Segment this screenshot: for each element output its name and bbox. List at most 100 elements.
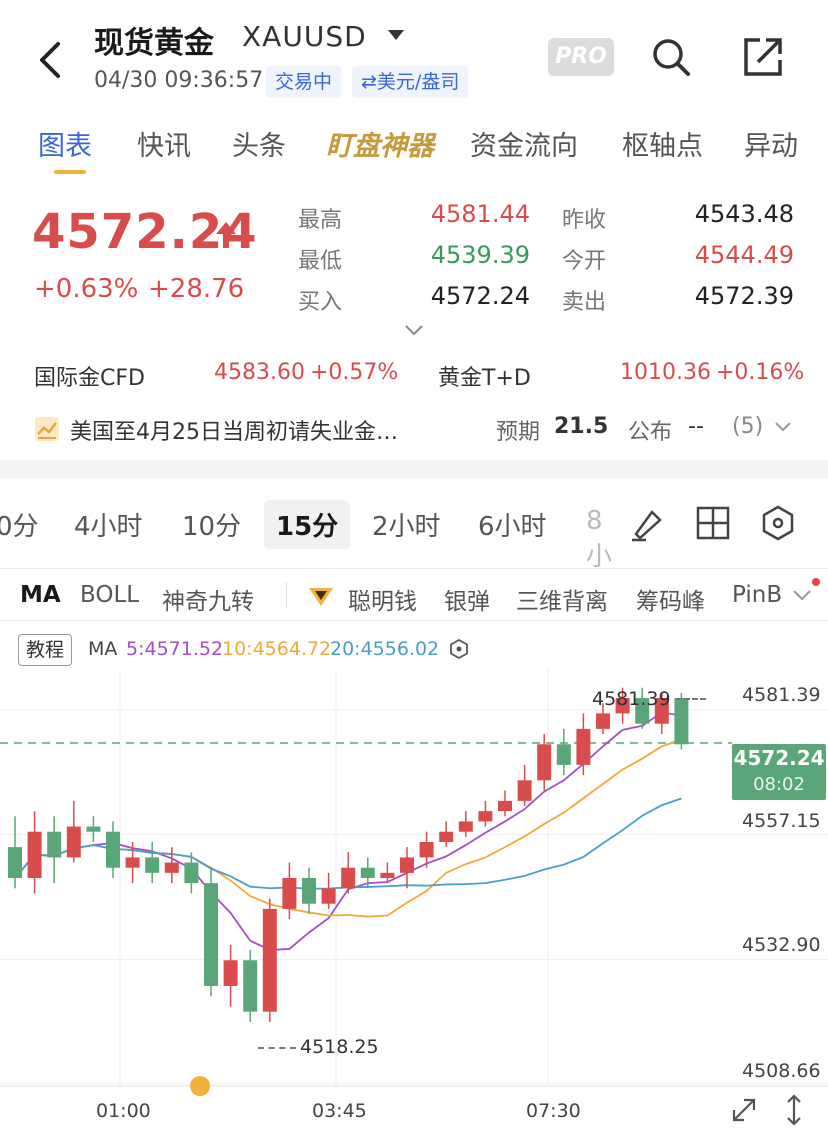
- candle-body: [125, 857, 140, 868]
- candle-body: [106, 831, 120, 868]
- fullscreen-icon[interactable]: [728, 1094, 760, 1126]
- publish-value: --: [688, 414, 704, 439]
- candle-body: [380, 872, 395, 878]
- candle-body: [302, 877, 316, 904]
- bid-label: 买入: [298, 290, 343, 315]
- period-0m[interactable]: 0分: [0, 512, 39, 542]
- indicator-nine-turn[interactable]: 神奇九转: [162, 589, 254, 615]
- indicator-3d-divergence[interactable]: 三维背离: [516, 589, 608, 615]
- page-title: 现货黄金: [94, 26, 214, 61]
- x-tick-label: 07:30: [526, 1100, 581, 1122]
- y-tick-label: 4581.39: [742, 684, 821, 706]
- news-headline[interactable]: 美国至4月25日当周初请失业金…: [70, 420, 398, 445]
- share-icon[interactable]: [742, 36, 784, 78]
- search-icon[interactable]: [650, 36, 692, 78]
- settings-hexagon-icon[interactable]: [760, 504, 796, 542]
- ask-value: 4572.39: [694, 282, 794, 310]
- tab-indicator: [54, 170, 86, 174]
- candle-body: [27, 831, 42, 878]
- indicator-boll[interactable]: BOLL: [80, 582, 140, 608]
- cfd-price: 4583.60: [214, 360, 305, 385]
- x-tick-label: 03:45: [312, 1100, 367, 1122]
- candle-body: [145, 857, 160, 873]
- tab-fund-flow[interactable]: 资金流向: [470, 131, 578, 162]
- candle-body: [321, 888, 336, 904]
- candle-body: [674, 698, 689, 745]
- candle-body: [184, 862, 199, 884]
- ma-label: MA: [88, 638, 118, 660]
- low-value: 4539.39: [430, 241, 530, 269]
- instrument-code[interactable]: XAUUSD: [242, 20, 367, 53]
- layout-grid-icon[interactable]: [696, 506, 730, 540]
- tab-headlines[interactable]: 头条: [232, 131, 286, 162]
- currency-badge[interactable]: ⇄美元/盎司: [352, 66, 469, 98]
- cfd-label[interactable]: 国际金CFD: [34, 366, 145, 391]
- publish-label: 公布: [628, 420, 673, 445]
- candle-body: [596, 713, 610, 729]
- tutorial-button[interactable]: 教程: [18, 634, 73, 666]
- ma10-value: 10:4564.72: [222, 638, 332, 660]
- tab-chart[interactable]: 图表: [38, 131, 92, 162]
- candle-body: [66, 826, 81, 858]
- chevron-down-icon[interactable]: [774, 420, 792, 434]
- period-6h[interactable]: 6小时: [478, 512, 547, 542]
- draw-tool-icon[interactable]: [626, 504, 666, 544]
- candle-body: [400, 857, 414, 873]
- candle-body: [164, 862, 179, 873]
- tab-flash[interactable]: 快讯: [137, 131, 191, 162]
- tab-pivot[interactable]: 枢轴点: [622, 131, 703, 162]
- indicator-silver-bullet[interactable]: 银弹: [444, 589, 490, 615]
- section-divider: [0, 460, 828, 478]
- candle-body: [86, 826, 101, 832]
- expand-chevron-icon[interactable]: [402, 322, 426, 338]
- forecast-value: 21.5: [554, 414, 609, 439]
- candle-body: [243, 960, 258, 1012]
- period-4h[interactable]: 4小时: [74, 512, 143, 542]
- period-8h[interactable]: 8小: [586, 506, 612, 572]
- event-marker[interactable]: [190, 1076, 210, 1096]
- candle-body: [223, 960, 238, 986]
- period-10m[interactable]: 10分: [182, 512, 242, 542]
- indicator-pinbar[interactable]: PinB: [732, 582, 783, 608]
- indicator-smart-money[interactable]: 聪明钱: [348, 589, 417, 615]
- candle-body: [204, 883, 218, 986]
- candlestick-chart[interactable]: [0, 668, 828, 1138]
- candle-body: [537, 744, 552, 781]
- ma20-value: 20:4556.02: [330, 638, 440, 660]
- tab-watch-tool[interactable]: 盯盘神器: [326, 131, 434, 162]
- pro-button[interactable]: PRO: [548, 38, 614, 76]
- chevron-down-icon[interactable]: [388, 30, 404, 40]
- forecast-label: 预期: [496, 420, 541, 445]
- candle-body: [282, 877, 297, 909]
- candle-body: [262, 908, 277, 1012]
- chevron-down-icon[interactable]: [792, 588, 812, 602]
- tab-anomaly[interactable]: 异动: [744, 131, 798, 162]
- candle-body: [360, 867, 375, 878]
- indicator-chip-peak[interactable]: 筹码峰: [636, 589, 705, 615]
- min-price-marker: 4518.25: [300, 1036, 379, 1058]
- change-amount: +28.76: [148, 274, 245, 304]
- back-icon[interactable]: [36, 40, 64, 80]
- notification-dot: [812, 578, 820, 586]
- candle-body: [478, 811, 493, 822]
- period-15m[interactable]: 15分: [264, 500, 351, 549]
- candle-body: [458, 821, 473, 832]
- period-2h[interactable]: 2小时: [372, 512, 441, 542]
- td-label[interactable]: 黄金T+D: [438, 366, 531, 391]
- indicator-ma[interactable]: MA: [20, 582, 61, 608]
- y-tick-label: 4557.15: [742, 810, 821, 832]
- ma-settings-icon[interactable]: [448, 638, 470, 660]
- bid-value: 4572.24: [430, 282, 530, 310]
- smart-money-icon: [309, 588, 333, 606]
- open-value: 4544.49: [694, 241, 794, 269]
- arrow-up-icon: [216, 222, 236, 248]
- quote-datetime: 04/30 09:36:57: [94, 68, 264, 93]
- y-tick-label: 4532.90: [742, 934, 821, 956]
- candle-body: [47, 831, 62, 858]
- candle-body: [615, 698, 630, 714]
- vertical-scale-icon[interactable]: [782, 1092, 806, 1128]
- high-label: 最高: [298, 208, 343, 233]
- open-label: 今开: [562, 249, 607, 274]
- candle-body: [576, 728, 591, 765]
- td-change: +0.16%: [716, 360, 805, 385]
